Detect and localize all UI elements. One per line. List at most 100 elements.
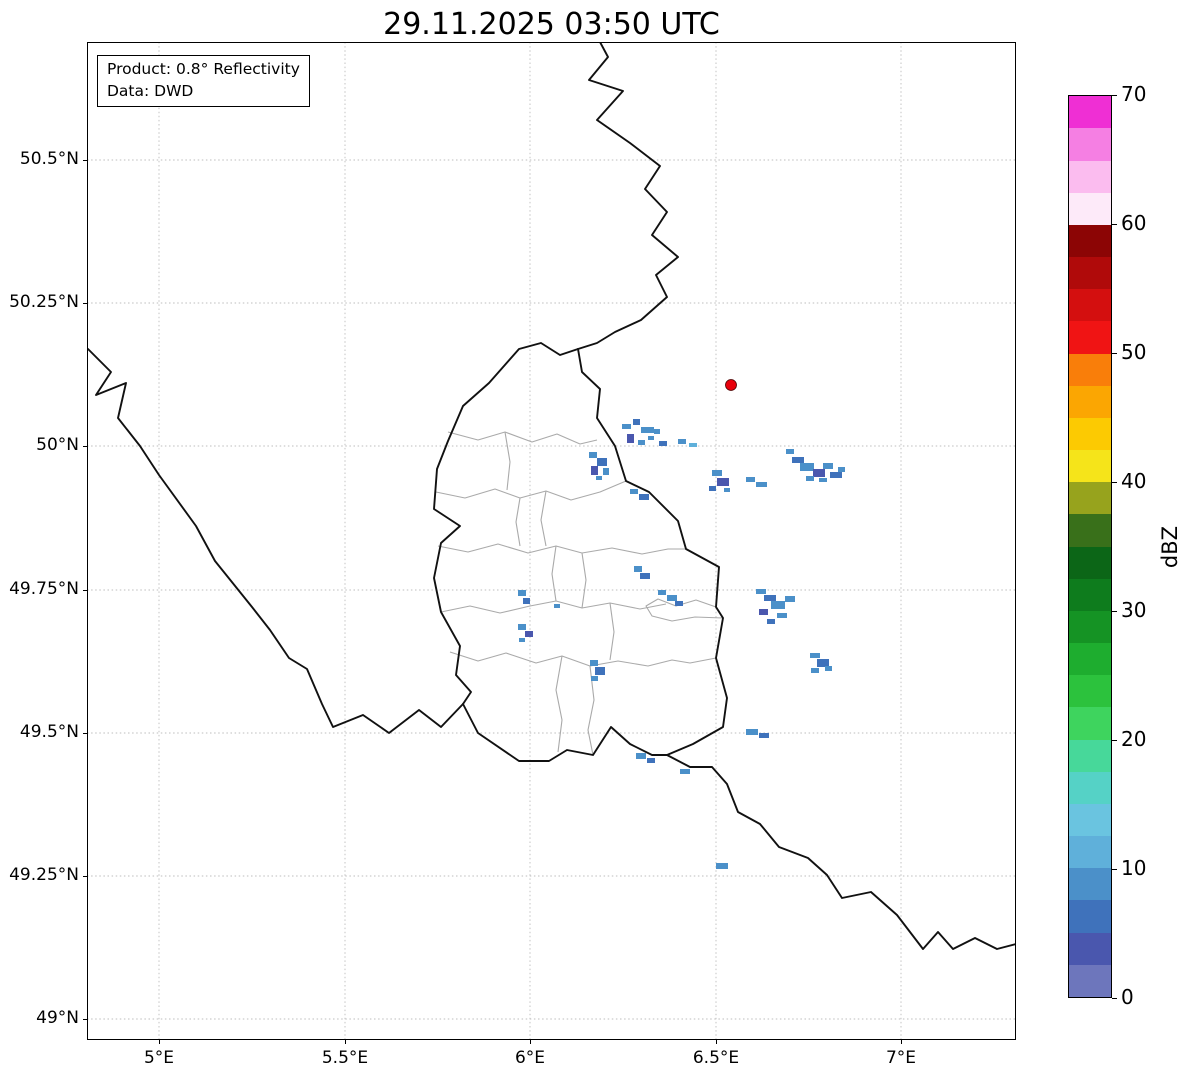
radar-echo [554,604,560,608]
colorbar-segment [1069,160,1111,193]
info-product-line: Product: 0.8° Reflectivity [107,60,300,78]
radar-echo [597,458,607,466]
radar-echo [595,667,605,675]
radar-echo [518,624,526,630]
radar-echo [717,478,729,486]
radar-echo [680,769,690,774]
colorbar [1068,95,1112,998]
y-tick-mark [82,445,87,447]
radar-echo [819,478,827,482]
colorbar-tick-mark [1112,94,1117,96]
admin-border-path [540,490,547,547]
country-border-path [87,348,464,734]
colorbar-tick-mark [1112,997,1117,999]
radar-echo [636,753,646,759]
admin-border-path [551,545,557,602]
y-tick-mark [82,732,87,734]
radar-echo [523,598,530,604]
colorbar-tick-mark [1112,481,1117,483]
colorbar-segment [1069,128,1111,161]
x-tick-mark [900,1040,902,1044]
radar-echo [630,489,638,494]
colorbar-unit-label: dBZ [1158,525,1182,569]
colorbar-segment [1069,257,1111,290]
admin-border-path [447,431,598,445]
radar-echo [830,472,842,478]
colorbar-segment [1069,514,1111,547]
radar-echo [792,457,804,463]
colorbar-segment [1069,932,1111,965]
radar-map [87,42,1016,1040]
x-tick-mark [158,1040,160,1044]
radar-echo [767,619,775,624]
colorbar-tick-mark [1112,223,1117,225]
radar-echo [764,595,776,601]
radar-echo [724,488,730,492]
y-tick-label: 50.5°N [19,149,79,169]
radar-echo [716,863,728,869]
radar-echo [667,595,677,601]
country-border-path [577,348,728,756]
admin-border-path [609,602,615,661]
radar-echo [756,589,766,594]
admin-border-path [555,655,563,753]
admin-border-path [449,651,717,667]
colorbar-segment [1069,739,1111,772]
admin-border-path [437,543,686,555]
colorbar-tick-label: 30 [1121,598,1147,622]
radar-echo [596,476,602,480]
y-tick-mark [82,302,87,304]
y-tick-label: 49.5°N [19,722,79,742]
radar-echo [591,466,598,475]
admin-border-path [587,665,595,756]
radar-echo [675,601,683,606]
x-tick-label: 6°E [514,1048,546,1068]
radar-echo [589,452,597,458]
radar-echo [759,733,769,738]
colorbar-tick-label: 50 [1121,340,1147,364]
x-tick-mark [715,1040,717,1044]
colorbar-tick-label: 60 [1121,211,1147,235]
radar-echo [709,486,716,491]
colorbar-segment [1069,482,1111,515]
radar-echo [777,613,787,618]
colorbar-tick-mark [1112,352,1117,354]
country-border-path [666,754,1016,950]
y-tick-mark [82,875,87,877]
x-tick-mark [529,1040,531,1044]
y-tick-mark [82,159,87,161]
radar-echo [759,609,768,615]
radar-echo [756,482,767,487]
colorbar-segment [1069,96,1111,129]
radar-echo [591,676,598,681]
country-border-path [577,42,679,350]
plot-frame [87,42,1016,1040]
radar-echo [622,424,631,429]
radar-echo [658,590,666,595]
colorbar-tick-mark [1112,610,1117,612]
colorbar-segment [1069,578,1111,611]
radar-echo [648,436,654,440]
colorbar-segment [1069,707,1111,740]
radar-echo [746,729,758,735]
colorbar-segment [1069,964,1111,997]
colorbar-tick-label: 40 [1121,469,1147,493]
plot-title: 29.11.2025 03:50 UTC [383,7,720,42]
radar-echo [525,631,533,637]
radar-echo [639,494,649,500]
radar-echo [638,440,645,445]
colorbar-tick-mark [1112,868,1117,870]
radar-site-marker [725,379,737,391]
radar-echo [811,668,819,673]
radar-echo [647,758,655,763]
radar-echo [659,441,667,446]
colorbar-segment [1069,803,1111,837]
country-border-path [433,342,579,705]
radar-echo [746,477,755,482]
colorbar-segment [1069,900,1111,933]
y-tick-mark [82,1018,87,1020]
radar-echo [823,463,833,469]
colorbar-tick-label: 70 [1121,82,1147,106]
radar-echo [800,463,814,471]
